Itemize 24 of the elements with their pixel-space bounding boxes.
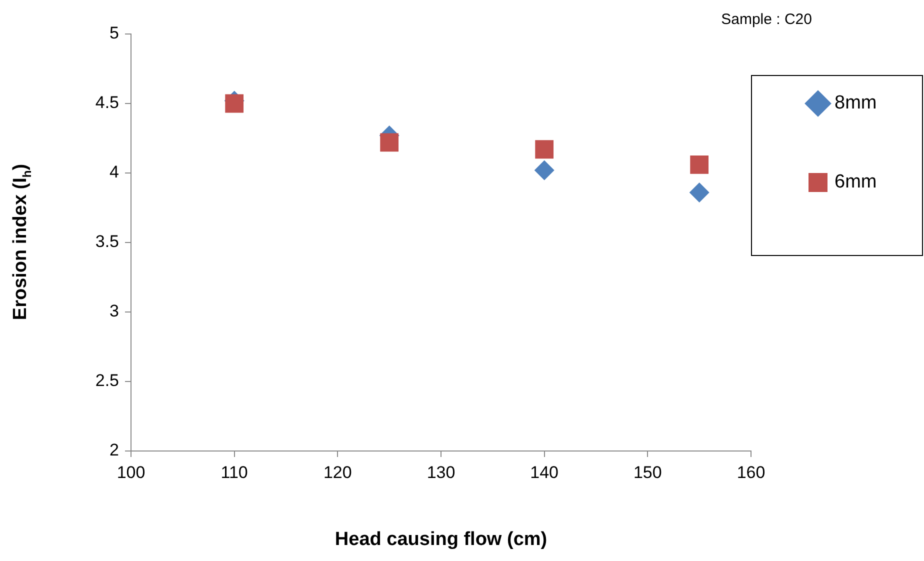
point <box>380 133 399 152</box>
legend-label: 6mm <box>834 172 877 193</box>
x-tick-label: 100 <box>116 462 146 482</box>
point <box>534 160 554 180</box>
y-tick-label: 2 <box>110 440 119 460</box>
point <box>690 155 709 174</box>
y-tick-label: 5 <box>110 24 119 43</box>
x-tick-label: 120 <box>323 462 352 482</box>
x-tick-label: 160 <box>736 462 766 482</box>
x-tick-label: 140 <box>530 462 559 482</box>
x-tick-label: 150 <box>633 462 662 482</box>
point <box>225 94 244 113</box>
y-tick-label: 4.5 <box>95 93 119 112</box>
y-tick-label: 3.5 <box>95 232 119 252</box>
y-tick-label: 2.5 <box>95 371 119 390</box>
x-axis-title: Head causing flow (cm) <box>334 528 548 550</box>
point <box>689 182 710 202</box>
x-tick-label: 130 <box>426 462 456 482</box>
text: Sample : C20 <box>721 11 812 28</box>
y-tick-label: 4 <box>110 162 119 182</box>
point <box>535 140 554 159</box>
x-tick-label: 110 <box>220 462 248 482</box>
y-tick-label: 3 <box>110 302 119 321</box>
legend-label: 8mm <box>834 92 877 114</box>
